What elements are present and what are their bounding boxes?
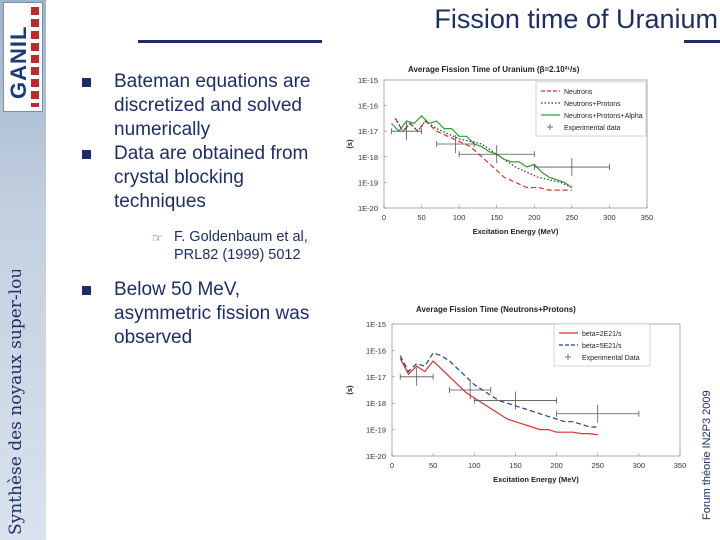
x-tick-label: 200 [550, 461, 563, 470]
x-tick-label: 0 [390, 461, 394, 470]
x-tick-label: 100 [453, 213, 466, 222]
y-tick-label: 1E-18 [366, 399, 386, 408]
bullet-list: Bateman equations are discretized and so… [82, 70, 322, 350]
experimental-data-point [391, 122, 422, 141]
x-axis-label: Excitation Energy (MeV) [473, 227, 559, 236]
experimental-data-point [473, 391, 557, 410]
y-tick-label: 1E-16 [366, 346, 386, 355]
y-tick-label: 1E-20 [366, 452, 386, 461]
x-tick-label: 100 [468, 461, 481, 470]
y-tick-label: 1E-19 [366, 426, 386, 435]
left-sidebar: GANIL Synthèse des noyaux super-lourds [0, 0, 46, 540]
y-tick-label: 1E-15 [366, 320, 386, 329]
x-tick-label: 250 [591, 461, 604, 470]
x-tick-label: 150 [490, 213, 503, 222]
y-tick-label: 1E-17 [358, 127, 378, 136]
series-line [394, 118, 572, 191]
legend-entry: beta=2E21/s [582, 331, 622, 338]
y-axis-label: (s) [345, 385, 354, 395]
y-tick-label: 1E-15 [358, 76, 378, 85]
experimental-data-point [399, 367, 434, 386]
x-tick-label: 250 [566, 213, 579, 222]
chart-fission-time-uranium: Average Fission Time of Uranium (β=2.10²… [345, 65, 654, 236]
legend-entry: beta=5E21/s [582, 343, 622, 350]
bullet-item: Data are obtained from crystal blocking … [82, 142, 322, 214]
x-tick-label: 50 [417, 213, 425, 222]
experimental-data-point [449, 381, 492, 399]
bullet-square-icon [82, 150, 91, 159]
ganil-logo: GANIL [3, 2, 43, 112]
series-line [399, 352, 598, 428]
legend-entry: Neutrons+Protons [564, 101, 621, 108]
pointing-hand-icon: ☞ [152, 231, 163, 245]
logo-stripe [31, 7, 39, 107]
chart-fission-time-neutrons-protons: Average Fission Time (Neutrons+Protons) 1… [345, 305, 687, 484]
bullet-item: Below 50 MeV, asymmetric fission was obs… [82, 278, 322, 350]
title-rule-left [138, 40, 322, 43]
series-line [399, 358, 598, 436]
bullet-text: Below 50 MeV, asymmetric fission was obs… [114, 279, 310, 348]
x-tick-label: 350 [674, 461, 687, 470]
bullet-text: Data are obtained from crystal blocking … [114, 143, 309, 212]
series-line [391, 114, 573, 188]
title-rule-right [684, 40, 720, 43]
x-tick-label: 150 [509, 461, 522, 470]
x-tick-label: 300 [633, 461, 646, 470]
x-tick-label: 50 [429, 461, 437, 470]
legend-entry: Neutrons+Protons+Alpha [564, 113, 643, 120]
legend-entry: Experimental data [564, 125, 621, 132]
chart-title: Average Fission Time (Neutrons+Protons) [416, 305, 576, 314]
y-tick-label: 1E-18 [358, 153, 378, 162]
logo-text: GANIL [6, 25, 31, 99]
y-tick-label: 1E-17 [366, 373, 386, 382]
y-tick-label: 1E-20 [358, 204, 378, 213]
chart-legend: Neutrons Neutrons+Protons Neutrons+Protons… [535, 81, 647, 137]
x-tick-label: 200 [528, 213, 541, 222]
sidebar-left-text: Synthèse des noyaux super-lourds [6, 270, 26, 535]
bullet-square-icon [82, 286, 91, 295]
y-tick-label: 1E-19 [358, 178, 378, 187]
plot-area [391, 323, 681, 457]
bullet-text: Bateman equations are discretized and so… [114, 71, 311, 140]
sidebar-right-text: Forum théorie IN2P3 2009 [701, 390, 713, 520]
y-tick-label: 1E-16 [358, 102, 378, 111]
sub-bullet-item: ☞ F. Goldenbaum et al, PRL82 (1999) 5012 [82, 228, 322, 264]
x-tick-label: 0 [382, 213, 386, 222]
y-axis-label: (s) [345, 139, 354, 149]
legend-entry: Experimental Data [582, 355, 640, 362]
slide-title: Fission time of Uranium [434, 4, 718, 34]
experimental-data-point [533, 158, 610, 177]
chart-legend: beta=2E21/s beta=5E21/s Experimental Data [553, 323, 651, 367]
plot-area [383, 79, 648, 209]
bullet-item: Bateman equations are discretized and so… [82, 70, 322, 142]
sub-bullet-text: F. Goldenbaum et al, PRL82 (1999) 5012 [174, 229, 308, 263]
experimental-data-point [436, 135, 475, 153]
x-tick-label: 350 [641, 213, 654, 222]
chart-title: Average Fission Time of Uranium (β=2.10²… [408, 65, 580, 74]
x-tick-label: 300 [603, 213, 616, 222]
bullet-square-icon [82, 78, 91, 87]
experimental-data-point [556, 404, 640, 423]
x-axis-label: Excitation Energy (MeV) [493, 475, 579, 484]
experimental-data-point [458, 145, 535, 164]
legend-entry: Neutrons [564, 89, 593, 96]
